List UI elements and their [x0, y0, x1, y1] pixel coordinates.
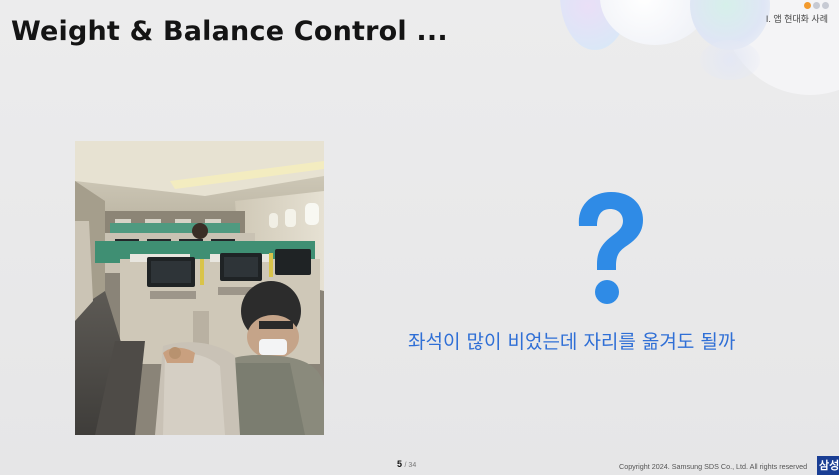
page-number: 5 / 34: [397, 459, 416, 469]
inactive-dot-icon: [822, 2, 829, 9]
airplane-cabin-photo: [75, 141, 324, 435]
copyright-notice: Copyright 2024. Samsung SDS Co., Ltd. Al…: [619, 462, 808, 471]
slide-title: Weight & Balance Control ...: [11, 16, 448, 47]
question-caption: 좌석이 많이 비었는데 자리를 옮겨도 될까: [408, 331, 736, 353]
brand-logo-tag: 삼성: [817, 456, 839, 475]
section-label: I. 앱 현대화 사례: [765, 14, 828, 24]
active-dot-icon: [804, 2, 811, 9]
section-indicator-dots: [804, 2, 829, 9]
decorative-blob: [700, 40, 760, 80]
inactive-dot-icon: [813, 2, 820, 9]
question-mark-icon: [578, 192, 643, 304]
current-page: 5: [397, 459, 403, 469]
total-pages: / 34: [404, 462, 417, 469]
